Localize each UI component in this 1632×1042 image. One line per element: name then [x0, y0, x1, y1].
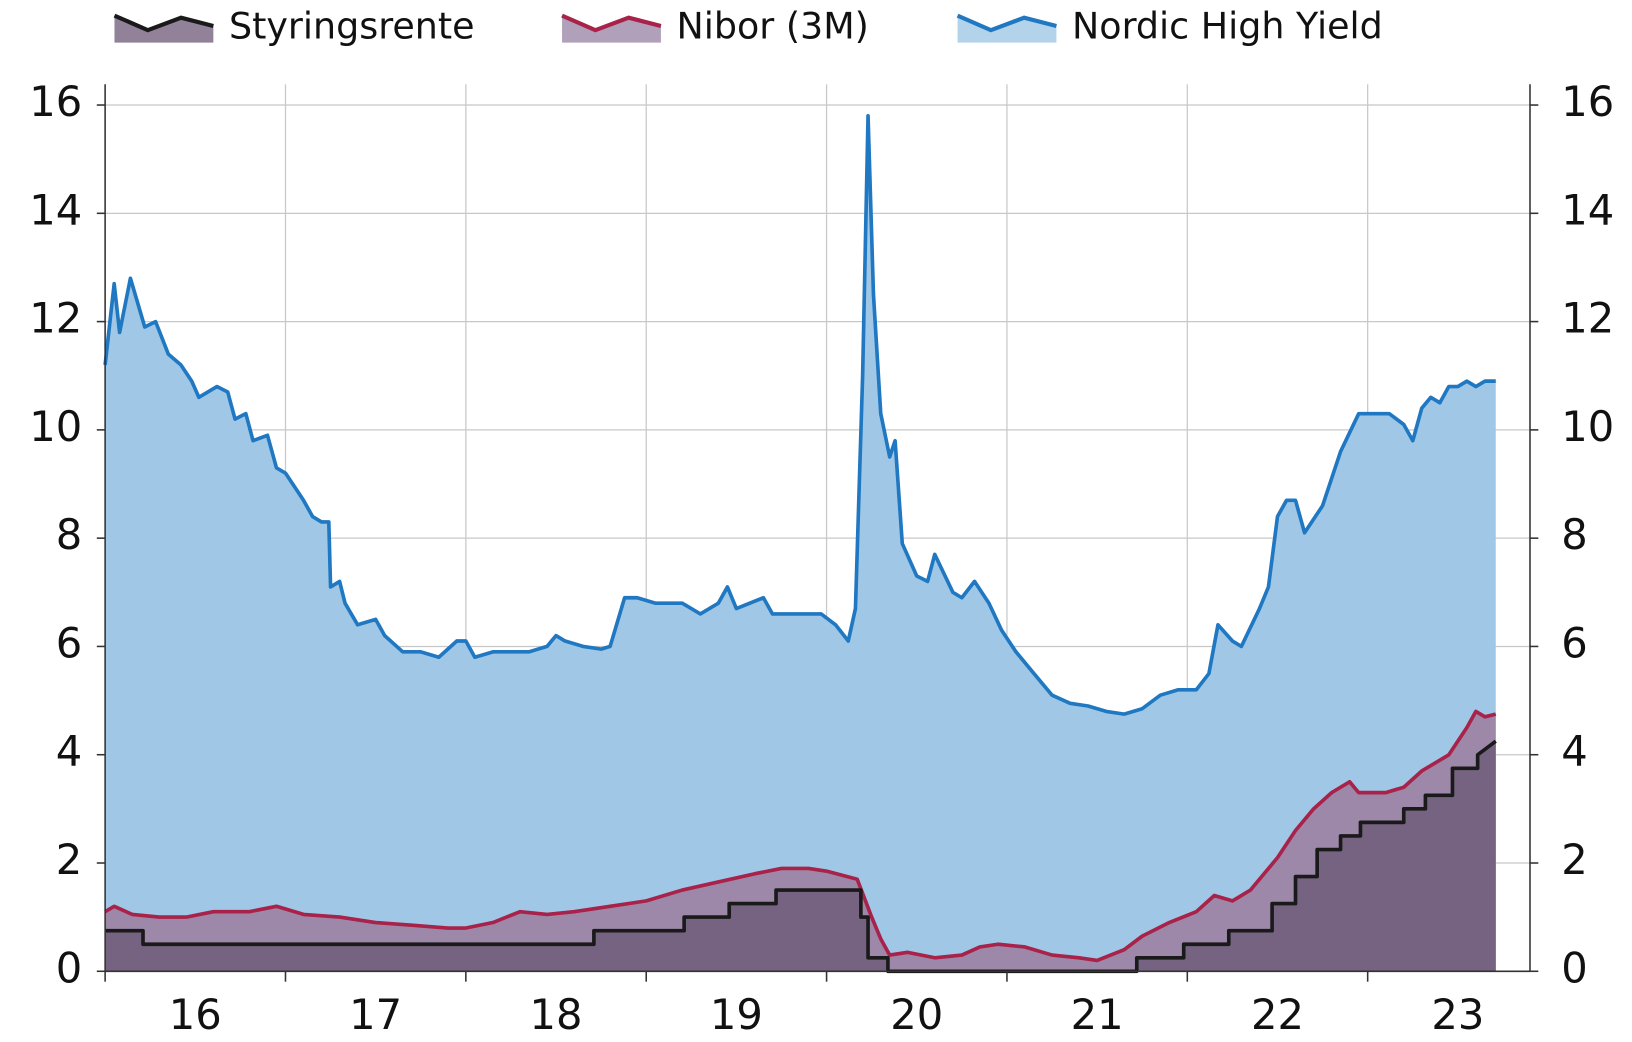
- line: [103, 114, 1496, 716]
- y-tick-label: 12: [29, 294, 82, 343]
- y-tick-label: 14: [29, 185, 82, 234]
- y2-tick-label: 6: [1561, 618, 1587, 667]
- x-tick-label: 20: [890, 990, 943, 1039]
- y2-tick-label: 4: [1561, 727, 1587, 776]
- line: [105, 739, 1497, 974]
- y2-tick-label: 10: [1561, 402, 1614, 451]
- legend-label: Nordic High Yield: [1072, 5, 1383, 48]
- axes: 0 2 4 6 8 10 12 14 16 0 2 4 6 8 10 12 14 16 16 17 18 19 20 21 22…: [29, 77, 1614, 1039]
- y-tick-label: 2: [56, 835, 82, 884]
- y-tick-label: 10: [29, 402, 82, 451]
- legend-label: Styringsrente: [229, 5, 475, 48]
- legend-swatch: [957, 15, 1057, 43]
- x-tick-label: 17: [349, 990, 402, 1039]
- x-tick-label: 22: [1251, 990, 1304, 1039]
- x-tick-label: 23: [1431, 990, 1484, 1039]
- y2-tick-label: 0: [1561, 943, 1587, 992]
- area: [105, 115, 1496, 972]
- y-tick-label: 16: [29, 77, 82, 126]
- y-tick-label: 6: [56, 618, 82, 667]
- x-tick-label: 21: [1071, 990, 1124, 1039]
- x-tick-label: 19: [710, 990, 763, 1039]
- legend-line: [113, 13, 214, 33]
- legend-label: Nibor (3M): [677, 5, 869, 48]
- legend-line: [956, 13, 1057, 33]
- y2-tick-label: 14: [1561, 185, 1614, 234]
- y-tick-label: 8: [56, 510, 82, 559]
- y2-tick-label: 16: [1561, 77, 1614, 126]
- line: [104, 709, 1497, 963]
- y-tick-label: 0: [56, 943, 82, 992]
- lines: [103, 114, 1497, 974]
- x-tick-label: 16: [169, 990, 222, 1039]
- y2-tick-label: 8: [1561, 510, 1587, 559]
- legend: Styringsrente Nibor (3M) Nordic High Yield: [113, 5, 1383, 48]
- legend-swatch: [114, 15, 214, 43]
- area: [105, 741, 1496, 972]
- x-tick-label: 18: [530, 990, 583, 1039]
- y2-tick-label: 2: [1561, 835, 1587, 884]
- y2-tick-label: 12: [1561, 294, 1614, 343]
- y-tick-label: 4: [56, 727, 82, 776]
- legend-swatch: [562, 15, 661, 43]
- legend-line: [561, 13, 662, 33]
